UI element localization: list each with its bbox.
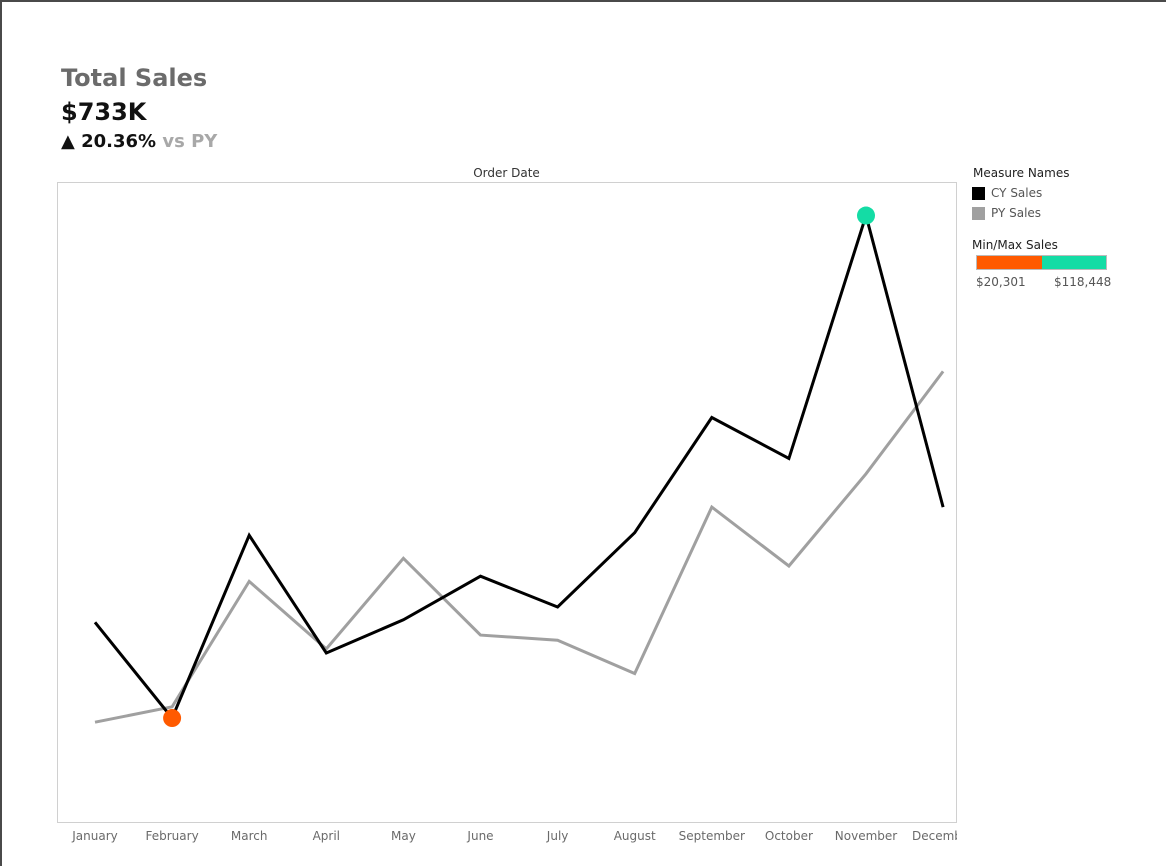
kpi-total-value: $733K [61, 98, 147, 126]
legend-title: Measure Names [973, 166, 1070, 180]
legend-swatch-py [972, 206, 985, 220]
max-sales-marker [857, 206, 875, 225]
kpi-change-percent: 20.36% [81, 131, 157, 152]
x-tick-label: February [146, 829, 199, 843]
x-tick-label: March [231, 829, 268, 843]
x-tick-label: October [765, 829, 813, 843]
x-tick-label: July [546, 829, 569, 843]
min-sales-marker [163, 709, 182, 728]
minmax-max-label: $118,448 [1054, 275, 1112, 289]
minmax-legend: Min/Max Sales $20,301 $118,448 [972, 238, 1152, 289]
x-tick-label: April [313, 829, 340, 843]
minmax-color-bar [976, 255, 1107, 270]
series-line-py-sales [94, 370, 945, 724]
x-tick-label: May [391, 829, 416, 843]
x-tick-label: August [614, 829, 656, 843]
x-tick-label: June [466, 829, 493, 843]
legend-label-py: PY Sales [991, 206, 1042, 220]
kpi-change: ▲ 20.36% vs PY [61, 131, 217, 152]
legend-swatch-cy [972, 186, 985, 200]
legend-label-cy: CY Sales [991, 186, 1043, 200]
minmax-min-label: $20,301 [976, 275, 1026, 289]
x-tick-label: November [835, 829, 897, 843]
x-tick-label: January [71, 829, 118, 843]
axis-label-mask [957, 826, 1166, 856]
legend-item-py-sales[interactable]: PY Sales [972, 203, 1152, 223]
measure-legend: Measure Names CY Sales PY Sales [972, 166, 1152, 223]
up-triangle-icon: ▲ [61, 131, 75, 152]
series-line-cy-sales [93, 210, 945, 721]
x-tick-label: September [679, 829, 745, 843]
chart-column-header: Order Date [473, 166, 540, 180]
legend-item-cy-sales[interactable]: CY Sales [972, 183, 1152, 203]
plot-area [57, 182, 957, 823]
minmax-title: Min/Max Sales [972, 238, 1058, 252]
minmax-low-segment [977, 256, 1042, 269]
kpi-vs-label: vs PY [162, 131, 218, 152]
minmax-high-segment [1041, 256, 1106, 269]
kpi-title: Total Sales [61, 64, 208, 92]
